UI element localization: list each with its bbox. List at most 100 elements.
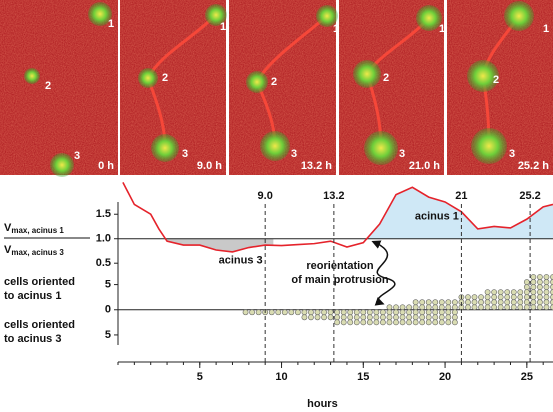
cell-dot — [504, 299, 511, 306]
cell-dot — [491, 294, 498, 301]
cell-dot — [347, 309, 354, 316]
cell-dot — [517, 289, 524, 296]
time-label: 0 h — [98, 160, 114, 172]
y-label: Vmax, acinus 3 — [4, 244, 64, 257]
acinus-label: 1 — [543, 23, 549, 35]
acinus — [471, 128, 507, 164]
cell-dot — [425, 314, 432, 321]
cell-dot — [268, 309, 275, 316]
cell-dot — [537, 289, 543, 296]
cell-dot — [308, 314, 314, 321]
cell-dot — [530, 289, 537, 296]
acinus — [205, 4, 227, 26]
cell-dot — [471, 299, 478, 306]
cell-dot — [373, 314, 380, 321]
annotation-arrow — [371, 240, 396, 306]
cell-dot — [301, 314, 308, 321]
cell-dot — [445, 309, 452, 316]
cell-dot — [432, 304, 439, 311]
cell-dot — [412, 309, 419, 316]
area-fill — [167, 238, 274, 252]
cell-dot — [543, 284, 550, 291]
cell-dot — [386, 309, 393, 316]
y-label: to acinus 3 — [4, 333, 61, 345]
cell-dot — [406, 319, 412, 326]
acinus — [24, 68, 40, 84]
cell-dot — [406, 314, 412, 321]
cell-dot — [523, 284, 530, 291]
y-tick-label: 1.5 — [96, 208, 111, 220]
cell-dot — [550, 279, 553, 285]
cell-dot — [530, 284, 537, 291]
cell-dot — [530, 299, 537, 306]
cell-dot — [484, 299, 491, 306]
cell-dot — [373, 319, 380, 326]
cell-dot — [523, 304, 530, 311]
cell-dot — [484, 304, 491, 311]
x-tick-label: 20 — [439, 371, 451, 383]
acinus-label: 3 — [291, 148, 297, 160]
cell-dot — [399, 319, 406, 326]
cell-dot — [294, 309, 301, 316]
x-tick-label: 10 — [275, 371, 287, 383]
acinus-label: 2 — [271, 76, 277, 88]
area-fill — [363, 187, 553, 239]
acinus-label: 2 — [493, 74, 499, 86]
image-panel: 1 2 325.2 h — [447, 0, 553, 175]
cell-dot — [393, 314, 399, 321]
cell-dot — [386, 304, 393, 311]
cell-dot — [393, 304, 399, 311]
cell-dot — [504, 304, 511, 311]
cell-dot — [543, 289, 550, 296]
x-tick-label: 15 — [357, 371, 369, 383]
image-panel: 1 2 3 0 h — [0, 0, 118, 177]
cell-dot — [451, 314, 458, 321]
x-axis-label: hours — [307, 398, 338, 410]
cell-dot — [537, 284, 543, 291]
y-label: cells oriented — [4, 319, 75, 331]
cell-dot — [406, 309, 412, 316]
cell-dot — [419, 304, 426, 311]
panel-noise — [0, 0, 118, 175]
cell-dot — [386, 314, 393, 321]
annotation: of main protrusion — [291, 274, 388, 286]
acinus-label: 1 — [108, 18, 114, 30]
time-marker-label: 21 — [455, 190, 467, 202]
cell-dot — [451, 299, 458, 306]
acinus — [151, 134, 179, 162]
cell-dot — [451, 319, 458, 326]
cell-dot — [412, 314, 419, 321]
cell-dot — [445, 299, 452, 306]
cell-dot — [517, 304, 524, 311]
cell-dot — [504, 294, 511, 301]
time-marker-label: 9.0 — [258, 190, 273, 202]
cell-dot — [419, 299, 426, 306]
y-tick-label: 5 — [105, 329, 111, 341]
cell-dot — [530, 294, 537, 301]
acinus — [467, 60, 499, 92]
cell-dot — [445, 304, 452, 311]
cell-dot — [550, 284, 553, 291]
cell-dot — [419, 319, 426, 326]
y-tick-label: 5 — [105, 278, 111, 290]
acinus-label: 3 — [74, 150, 80, 162]
cell-dot — [510, 304, 517, 311]
cell-dot — [451, 309, 458, 316]
cell-dot — [543, 299, 550, 306]
image-panel: 1 2 3 9.0 h — [120, 0, 227, 175]
cell-dot — [550, 304, 553, 311]
cell-dot — [288, 309, 295, 316]
cell-dot — [438, 304, 445, 311]
cell-dot — [550, 299, 553, 306]
cell-dot — [353, 314, 360, 321]
cell-dot — [406, 304, 412, 311]
cell-dot — [419, 314, 426, 321]
acinus — [50, 153, 74, 177]
acinus — [138, 68, 158, 88]
x-tick-label: 25 — [521, 371, 533, 383]
cell-dot — [465, 294, 471, 301]
cell-dot — [438, 309, 445, 316]
image-panel: 1 2 3 13.2 h — [229, 0, 339, 175]
cell-dot — [510, 294, 517, 301]
